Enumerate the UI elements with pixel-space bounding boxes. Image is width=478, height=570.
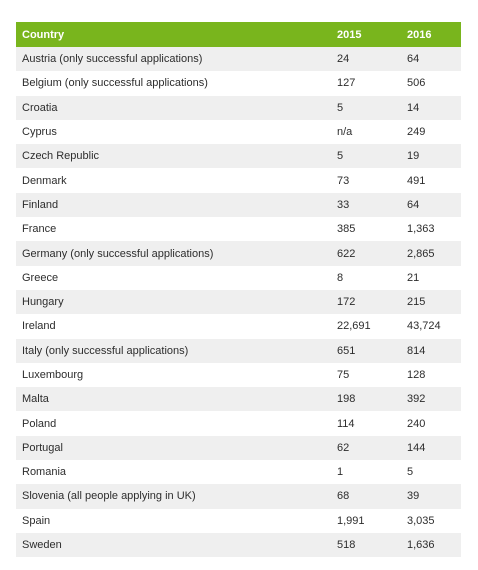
cell-2016: 144 bbox=[407, 441, 426, 454]
cell-2016: 64 bbox=[407, 53, 420, 66]
cell-country: Luxembourg bbox=[22, 369, 84, 381]
cell-2016: 392 bbox=[407, 393, 426, 406]
cell-country: Slovenia (all people applying in UK) bbox=[22, 490, 196, 503]
cell-country: Denmark bbox=[22, 174, 67, 187]
cell-2016: 249 bbox=[407, 126, 426, 139]
cell-2016: 14 bbox=[407, 101, 420, 114]
cell-country: Hungary bbox=[22, 296, 64, 309]
cell-2015: 385 bbox=[337, 223, 356, 236]
table-row: Portugal 62 144 bbox=[16, 435, 461, 461]
cell-2016: 21 bbox=[407, 271, 420, 284]
table-row: Greece 8 21 bbox=[16, 265, 461, 290]
cell-country: Romania bbox=[22, 466, 67, 479]
table-row: Finland 33 64 bbox=[16, 192, 461, 218]
table-row: Germany (only successful applications) 62… bbox=[16, 241, 461, 266]
cell-country: France bbox=[22, 223, 57, 236]
column-header-2015: 2015 bbox=[337, 28, 362, 41]
cell-country: Spain bbox=[22, 514, 51, 527]
table-row: Spain 1,991 3,035 bbox=[16, 508, 461, 533]
table-header-row: Country 2015 2016 bbox=[16, 22, 461, 47]
cell-2016: 43,724 bbox=[407, 320, 441, 333]
cell-2015: 68 bbox=[337, 490, 350, 503]
cell-country: Poland bbox=[22, 417, 57, 430]
table-row: Poland 114 240 bbox=[16, 411, 461, 436]
table-row: Sweden 518 1,636 bbox=[16, 532, 461, 558]
table-row: Hungary 172 215 bbox=[16, 289, 461, 315]
table-row: France 385 1,363 bbox=[16, 217, 461, 242]
cell-country: Cyprus bbox=[22, 126, 57, 139]
cell-2016: 506 bbox=[407, 77, 426, 90]
cell-country: Italy (only successful applications) bbox=[22, 344, 189, 357]
cell-2016: 1,363 bbox=[407, 223, 435, 236]
cell-2015: 1 bbox=[337, 466, 344, 479]
cell-2015: 622 bbox=[337, 247, 356, 260]
country-applications-table: Country 2015 2016 Austria (only successf… bbox=[16, 22, 461, 558]
table-row: Austria (only successful applications) 24… bbox=[16, 47, 461, 72]
cell-country: Malta bbox=[22, 393, 49, 406]
cell-country: Portugal bbox=[22, 441, 63, 454]
cell-2015: 651 bbox=[337, 344, 356, 357]
cell-2015: 24 bbox=[337, 53, 350, 66]
cell-country: Greece bbox=[22, 271, 59, 284]
table-row: Ireland 22,691 43,724 bbox=[16, 314, 461, 339]
cell-country: Sweden bbox=[22, 539, 62, 552]
cell-country: Belgium (only successful applications) bbox=[22, 77, 208, 90]
cell-country: Croatia bbox=[22, 101, 58, 114]
cell-2015: n/a bbox=[337, 126, 353, 139]
cell-2015: 114 bbox=[337, 417, 355, 430]
cell-2015: 1,991 bbox=[337, 514, 365, 527]
cell-country: Ireland bbox=[22, 320, 56, 333]
table-row: Italy (only successful applications) 651 8… bbox=[16, 338, 461, 363]
cell-country: Czech Republic bbox=[22, 150, 100, 163]
cell-2015: 198 bbox=[337, 393, 356, 406]
table-row: Cyprus n/a 249 bbox=[16, 119, 461, 145]
column-header-2016: 2016 bbox=[407, 28, 432, 41]
cell-2016: 5 bbox=[407, 466, 414, 479]
cell-2016: 128 bbox=[407, 369, 426, 381]
cell-2015: 5 bbox=[337, 150, 344, 163]
table-row: Belgium (only successful applications) 12… bbox=[16, 71, 461, 96]
cell-2015: 75 bbox=[337, 369, 350, 381]
cell-2016: 215 bbox=[407, 296, 426, 309]
table-row: Denmark 73 491 bbox=[16, 168, 461, 193]
cell-2016: 19 bbox=[407, 150, 420, 163]
cell-2016: 814 bbox=[407, 344, 426, 357]
cell-2015: 518 bbox=[337, 539, 356, 552]
cell-2015: 5 bbox=[337, 101, 344, 114]
table-body: Austria (only successful applications) 24… bbox=[16, 47, 461, 558]
cell-2015: 73 bbox=[337, 174, 350, 187]
table-row: Romania 1 5 bbox=[16, 460, 461, 485]
cell-2015: 127 bbox=[337, 77, 356, 90]
cell-country: Finland bbox=[22, 198, 59, 211]
cell-2015: 33 bbox=[337, 198, 350, 211]
cell-2015: 62 bbox=[337, 441, 350, 454]
cell-2016: 2,865 bbox=[407, 247, 435, 260]
cell-2016: 3,035 bbox=[407, 514, 435, 527]
table-row: Czech Republic 5 19 bbox=[16, 144, 461, 169]
cell-2016: 1,636 bbox=[407, 539, 435, 552]
table-row: Malta 198 392 bbox=[16, 387, 461, 412]
cell-2016: 240 bbox=[407, 417, 426, 430]
cell-2015: 8 bbox=[337, 271, 344, 284]
table-row: Croatia 5 14 bbox=[16, 95, 461, 120]
cell-2016: 491 bbox=[407, 174, 426, 187]
cell-2016: 39 bbox=[407, 490, 420, 503]
cell-2015: 22,691 bbox=[337, 320, 371, 333]
table-row: Luxembourg 75 128 bbox=[16, 362, 461, 388]
table-row: Slovenia (all people applying in UK) 68 39 bbox=[16, 484, 461, 509]
cell-2015: 172 bbox=[337, 296, 356, 309]
column-header-country: Country bbox=[22, 28, 65, 41]
cell-country: Germany (only successful applications) bbox=[22, 247, 214, 260]
cell-country: Austria (only successful applications) bbox=[22, 53, 203, 66]
cell-2016: 64 bbox=[407, 198, 420, 211]
